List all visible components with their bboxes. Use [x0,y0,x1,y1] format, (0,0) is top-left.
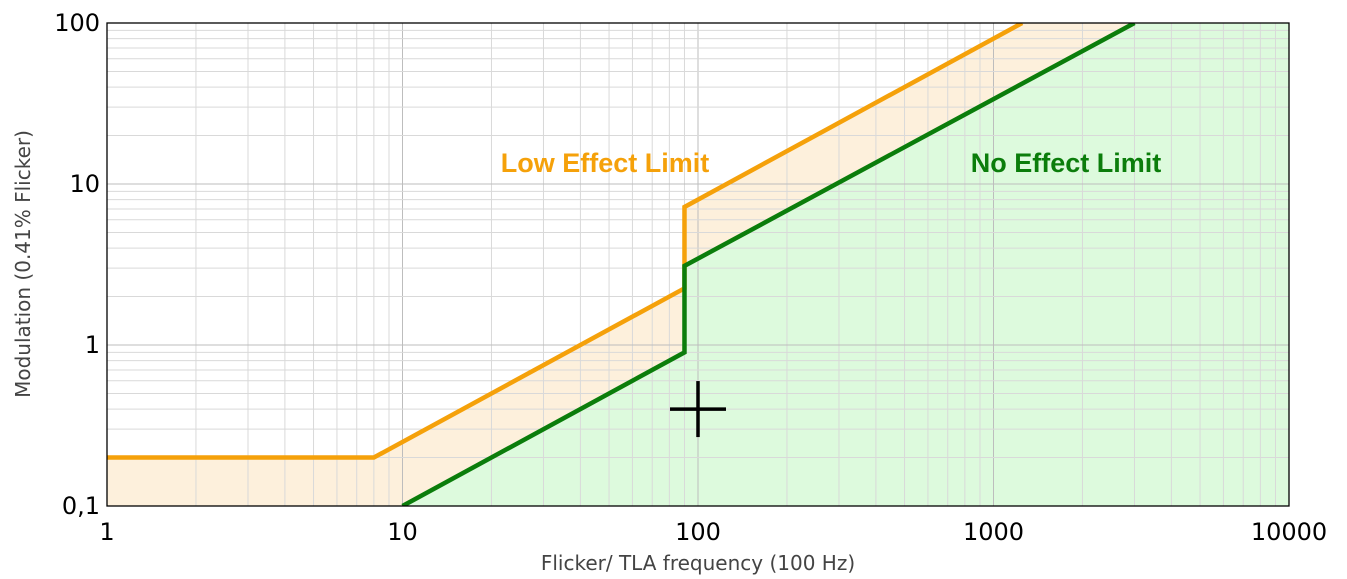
x-axis-label: Flicker/ TLA frequency (100 Hz) [541,551,855,575]
series-label-1: No Effect Limit [971,148,1162,178]
crosshair-marker [670,381,726,438]
series-labels: Low Effect Limit No Effect Limit [501,148,1162,178]
x-tick-label: 10000 [1251,518,1327,546]
x-tick-label: 1000 [963,518,1024,546]
y-tick-labels: 0,1 1 10 100 [54,9,100,520]
y-axis-label: Modulation (0.41% Flicker) [11,130,35,398]
series-label-0: Low Effect Limit [501,148,710,178]
x-tick-label: 1 [99,518,114,546]
series-line-1 [401,23,1136,506]
x-tick-labels: 1 10 100 1000 10000 [99,518,1327,546]
y-tick-label: 100 [54,9,100,37]
plot-frame [106,22,1290,507]
y-tick-label: 1 [85,331,100,359]
y-tick-label: 10 [69,170,100,198]
x-tick-label: 10 [387,518,418,546]
x-tick-label: 100 [675,518,721,546]
y-tick-label: 0,1 [62,492,100,520]
limit-lines [107,23,1136,506]
